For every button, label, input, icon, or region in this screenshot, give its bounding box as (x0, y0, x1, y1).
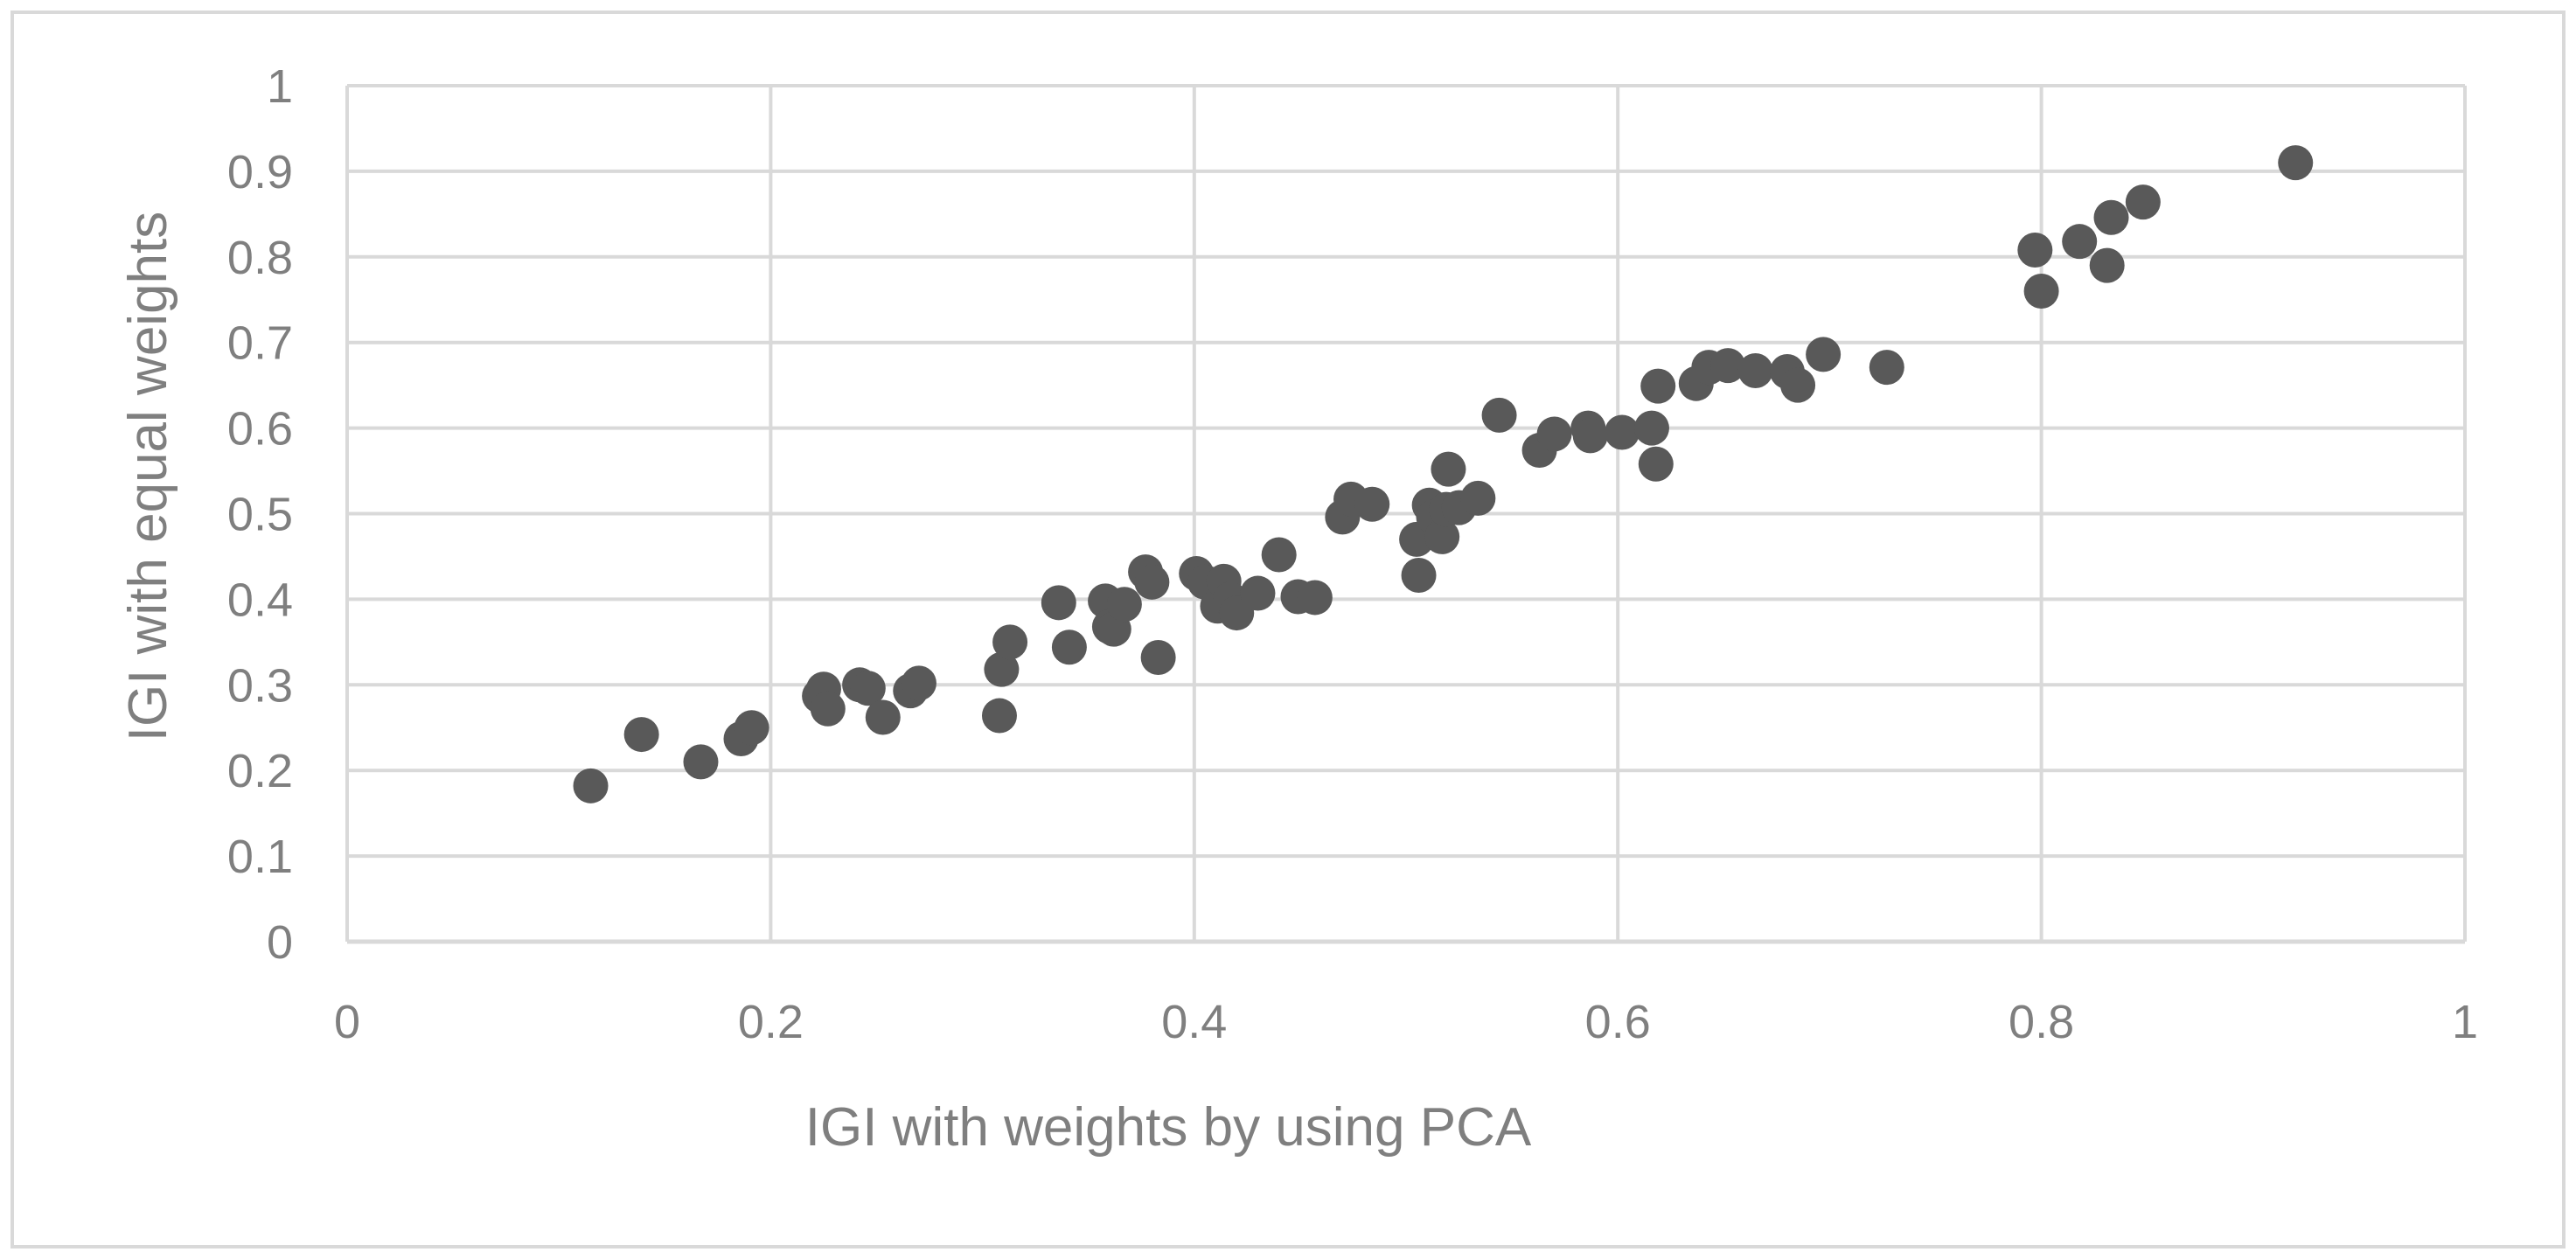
data-point (2062, 224, 2098, 260)
data-point (1051, 630, 1087, 665)
y-axis-title: IGI with equal weights (118, 212, 178, 742)
y-tick-labels: 0 0.1 0.2 0.3 0.4 0.5 0.6 0.7 0.8 0.9 1 (227, 60, 293, 969)
data-point (1424, 518, 1460, 554)
data-point (1481, 397, 1517, 433)
data-point (1638, 446, 1674, 482)
data-point (981, 698, 1017, 734)
data-point (2125, 184, 2161, 220)
data-point (1431, 451, 1466, 487)
data-point (573, 768, 609, 803)
data-points (573, 145, 2314, 803)
data-point (1633, 410, 1669, 446)
y-tick-label: 0.6 (227, 403, 293, 456)
data-point (1401, 557, 1437, 593)
data-point (1354, 486, 1390, 522)
data-point (1297, 580, 1333, 616)
y-tick-label: 0.2 (227, 745, 293, 797)
y-tick-label: 0.1 (227, 831, 293, 883)
data-point (2017, 232, 2053, 268)
data-point (1140, 639, 1176, 675)
data-point (2093, 199, 2129, 235)
data-point (1106, 587, 1142, 623)
data-point (1240, 575, 1276, 611)
data-point (2023, 273, 2059, 309)
x-tick-labels: 0 0.2 0.4 0.6 0.8 1 (334, 996, 2478, 1048)
data-point (1536, 416, 1572, 452)
chart-border (10, 10, 2566, 1249)
x-tick-label: 0 (334, 996, 360, 1048)
data-point (1806, 337, 1841, 372)
data-point (810, 691, 846, 727)
data-point (623, 717, 659, 753)
x-tick-label: 0.4 (1161, 996, 1227, 1048)
y-tick-label: 0.8 (227, 232, 293, 284)
y-tick-label: 1 (267, 60, 293, 113)
x-tick-label: 0.6 (1585, 996, 1651, 1048)
data-point (1869, 350, 1904, 386)
data-point (1710, 348, 1746, 384)
x-tick-label: 0.2 (738, 996, 804, 1048)
data-point (901, 665, 936, 701)
x-tick-label: 1 (2452, 996, 2478, 1048)
data-point (1605, 414, 1640, 450)
data-point (1780, 367, 1816, 403)
data-point (1460, 480, 1496, 516)
y-tick-label: 0.5 (227, 489, 293, 541)
y-tick-label: 0.9 (227, 146, 293, 198)
data-point (1134, 564, 1170, 600)
x-axis-title: IGI with weights by using PCA (805, 1097, 1532, 1158)
data-point (2089, 247, 2125, 283)
data-point (1261, 537, 1297, 573)
data-point (1737, 353, 1773, 389)
y-tick-label: 0.7 (227, 317, 293, 370)
data-point (734, 710, 769, 746)
data-point (984, 651, 1020, 687)
data-point (865, 699, 901, 735)
data-point (1041, 585, 1076, 621)
x-tick-label: 0.8 (2009, 996, 2074, 1048)
y-tick-label: 0.4 (227, 574, 293, 626)
data-point (1640, 368, 1676, 404)
data-point (992, 624, 1028, 660)
y-tick-label: 0 (267, 916, 293, 969)
data-point (850, 671, 886, 706)
data-point (2278, 145, 2314, 181)
data-point (1572, 418, 1608, 454)
y-tick-label: 0.3 (227, 659, 293, 712)
data-point (683, 744, 719, 780)
